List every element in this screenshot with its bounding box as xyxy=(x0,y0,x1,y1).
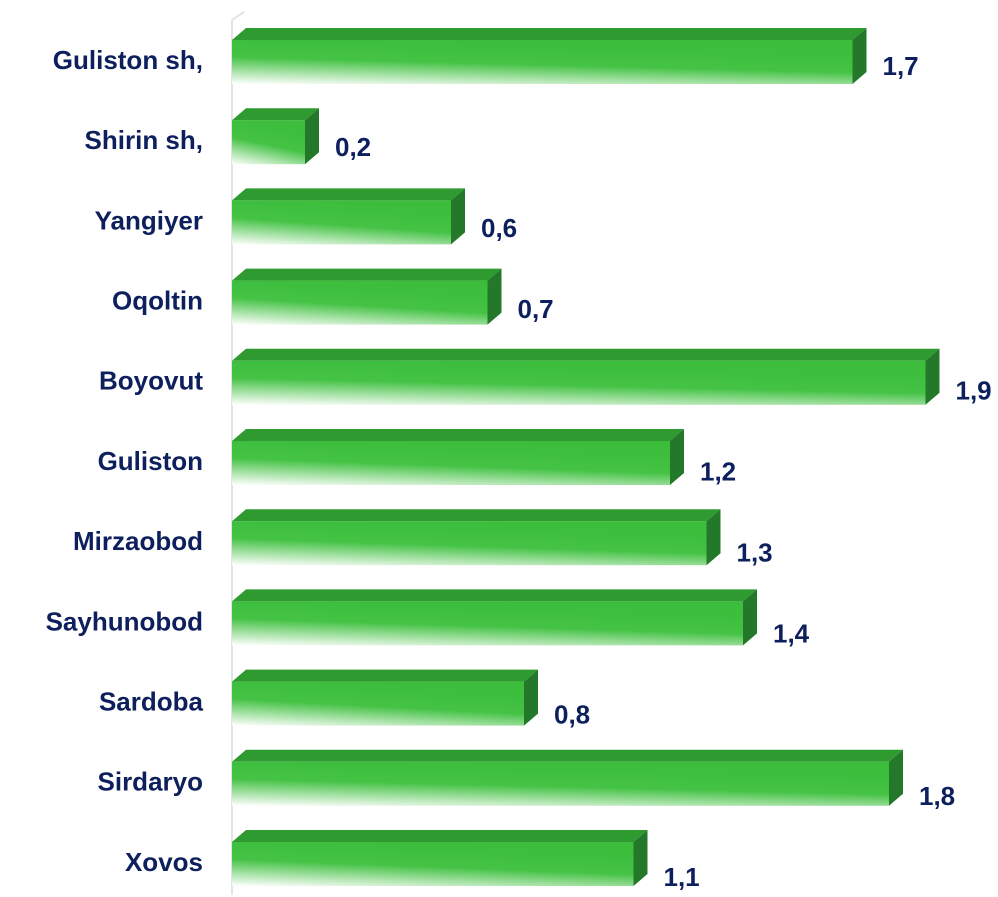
value-label: 1,7 xyxy=(883,51,919,81)
y-tick-label: Sayhunobod xyxy=(46,606,203,636)
bar xyxy=(232,681,524,726)
value-label: 0,8 xyxy=(554,700,590,730)
bar-side xyxy=(743,589,757,646)
y-tick-label: Guliston xyxy=(98,446,203,476)
bar-side xyxy=(524,669,538,726)
y-tick-label: Boyovut xyxy=(99,366,203,396)
value-label: 1,9 xyxy=(956,375,992,405)
axis-depth xyxy=(231,11,245,21)
bar-group xyxy=(232,589,757,646)
bar-top xyxy=(232,749,903,762)
bar-side xyxy=(889,749,903,806)
value-label: 1,1 xyxy=(664,862,700,892)
y-tick-label: Xovos xyxy=(125,847,203,877)
bar-group xyxy=(232,188,465,245)
bar xyxy=(232,40,853,84)
bar-side xyxy=(706,509,721,566)
bar xyxy=(232,120,305,165)
bar-group xyxy=(232,830,648,886)
bar-top xyxy=(232,188,465,201)
value-label: 1,4 xyxy=(773,619,810,649)
bar-top xyxy=(232,348,940,361)
bar-group xyxy=(232,348,940,405)
y-tick-label: Mirzaobod xyxy=(73,526,203,556)
bar-top xyxy=(232,669,538,682)
value-label: 1,3 xyxy=(737,537,773,567)
value-label: 0,2 xyxy=(335,132,371,162)
bar xyxy=(232,761,889,806)
bar-top xyxy=(232,429,684,441)
bar-side xyxy=(451,188,465,245)
bar xyxy=(232,601,743,646)
y-tick-label: Guliston sh, xyxy=(53,45,203,75)
bar-side xyxy=(487,268,502,325)
bar-group xyxy=(232,749,903,806)
value-label: 0,7 xyxy=(518,294,554,324)
bar-top xyxy=(232,509,721,522)
y-tick-label: Sardoba xyxy=(99,686,204,716)
bar-group xyxy=(232,108,319,165)
y-tick-label: Shirin sh, xyxy=(85,125,203,155)
bar-group xyxy=(232,669,538,726)
bar-side xyxy=(670,429,684,485)
y-tick-label: Oqoltin xyxy=(112,285,203,315)
value-label: 0,6 xyxy=(481,213,517,243)
bar xyxy=(232,842,634,886)
bar-group xyxy=(232,28,867,84)
bar-top xyxy=(232,589,757,602)
value-label: 1,8 xyxy=(919,781,955,811)
bar xyxy=(232,521,707,566)
bar-group xyxy=(232,268,502,325)
bar-side xyxy=(305,108,319,165)
bar-top xyxy=(232,830,648,842)
bar xyxy=(232,360,926,405)
bar xyxy=(232,441,670,485)
bar-top xyxy=(232,268,502,281)
bar-top xyxy=(232,108,319,121)
bar-side xyxy=(633,830,648,886)
bar-top xyxy=(232,28,867,40)
bar-side xyxy=(852,28,867,84)
bar xyxy=(232,280,488,325)
bar-side xyxy=(925,348,940,405)
y-tick-label: Sirdaryo xyxy=(98,767,204,797)
y-tick-label: Yangiyer xyxy=(95,205,203,235)
bar-group xyxy=(232,429,684,485)
value-label: 1,2 xyxy=(700,456,736,486)
bar-group xyxy=(232,509,721,566)
bar xyxy=(232,200,451,245)
